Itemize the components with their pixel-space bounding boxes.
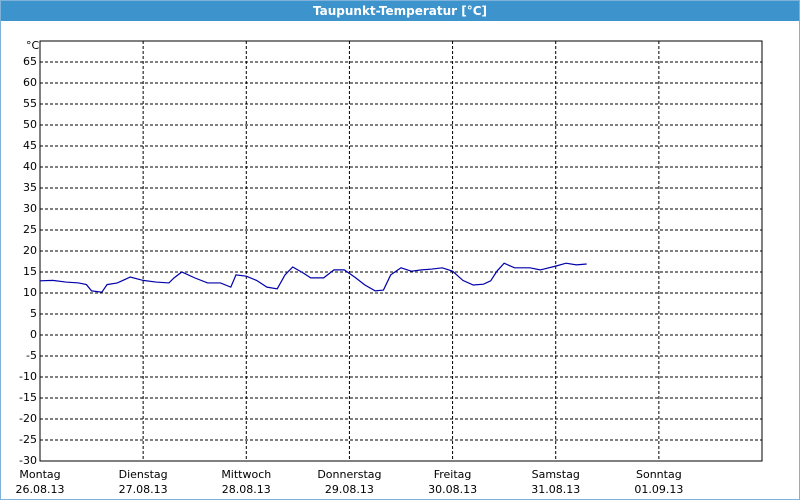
x-tick-label: Freitag: [434, 468, 472, 481]
y-tick-label: 10: [23, 286, 37, 299]
y-tick-label: 40: [23, 160, 37, 173]
x-tick-date: 28.08.13: [222, 483, 271, 496]
x-tick-label: Sonntag: [636, 468, 682, 481]
chart: °C -30 -25 -20 -15 -10 -5 0 5 10 15 20 25 30 35 40 45 50…: [16, 39, 763, 496]
x-tick-label: Mittwoch: [221, 468, 271, 481]
y-tick-label: -20: [19, 412, 37, 425]
x-tick-label: Dienstag: [119, 468, 168, 481]
y-unit: °C: [26, 39, 40, 52]
y-tick-label: -30: [19, 454, 37, 467]
y-tick-label: -25: [19, 433, 37, 446]
y-tick-label: -15: [19, 391, 37, 404]
y-tick-label: 5: [30, 307, 37, 320]
x-tick-date: 29.08.13: [325, 483, 374, 496]
y-tick-label: 0: [30, 328, 37, 341]
x-tick-label: Samstag: [532, 468, 580, 481]
y-tick-label: -10: [19, 370, 37, 383]
y-tick-label: 45: [23, 139, 37, 152]
y-tick-label: 30: [23, 202, 37, 215]
y-tick-label: 55: [23, 97, 37, 110]
y-tick-label: 15: [23, 265, 37, 278]
x-tick-date: 30.08.13: [428, 483, 477, 496]
x-tick-label: Donnerstag: [317, 468, 381, 481]
y-tick-label: 25: [23, 223, 37, 236]
x-tick-date: 31.08.13: [531, 483, 580, 496]
x-tick-date: 26.08.13: [16, 483, 65, 496]
y-tick-label: 20: [23, 244, 37, 257]
x-tick-date: 01.09.13: [634, 483, 683, 496]
data-line: [39, 262, 587, 293]
plot-frame: [39, 40, 763, 462]
y-tick-label: -5: [26, 349, 37, 362]
y-tick-label: 50: [23, 118, 37, 131]
y-tick-label: 35: [23, 181, 37, 194]
y-tick-label: 65: [23, 55, 37, 68]
x-tick-label: Montag: [19, 468, 60, 481]
y-tick-label: 60: [23, 76, 37, 89]
title-bar: Taupunkt-Temperatur [°C]: [1, 1, 799, 21]
x-tick-date: 27.08.13: [119, 483, 168, 496]
